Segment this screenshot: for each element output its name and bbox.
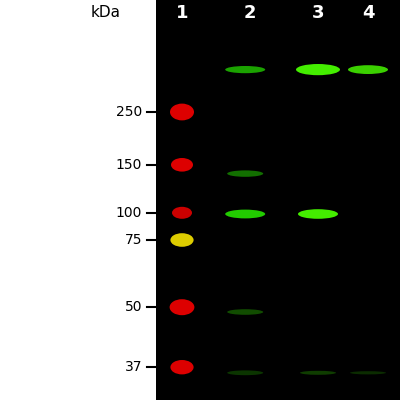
FancyBboxPatch shape — [156, 0, 400, 400]
Text: 150: 150 — [116, 158, 142, 172]
Text: 1: 1 — [176, 4, 188, 22]
Text: 250: 250 — [116, 105, 142, 119]
Ellipse shape — [300, 371, 336, 375]
Ellipse shape — [227, 370, 263, 375]
Text: 2: 2 — [244, 4, 256, 22]
Ellipse shape — [348, 65, 388, 74]
Text: kDa: kDa — [91, 5, 121, 20]
Text: 50: 50 — [124, 300, 142, 314]
Ellipse shape — [170, 104, 194, 120]
Text: 4: 4 — [362, 4, 374, 22]
Ellipse shape — [296, 64, 340, 75]
Ellipse shape — [170, 299, 194, 315]
Ellipse shape — [227, 309, 263, 315]
Ellipse shape — [225, 66, 265, 73]
Text: 3: 3 — [312, 4, 324, 22]
Ellipse shape — [350, 371, 386, 374]
Ellipse shape — [172, 207, 192, 219]
Ellipse shape — [298, 209, 338, 219]
Ellipse shape — [227, 170, 263, 177]
Ellipse shape — [171, 158, 193, 172]
Ellipse shape — [170, 233, 194, 247]
Text: 100: 100 — [116, 206, 142, 220]
Text: 37: 37 — [124, 360, 142, 374]
Ellipse shape — [225, 210, 265, 218]
Ellipse shape — [170, 360, 194, 374]
Text: 75: 75 — [124, 233, 142, 247]
